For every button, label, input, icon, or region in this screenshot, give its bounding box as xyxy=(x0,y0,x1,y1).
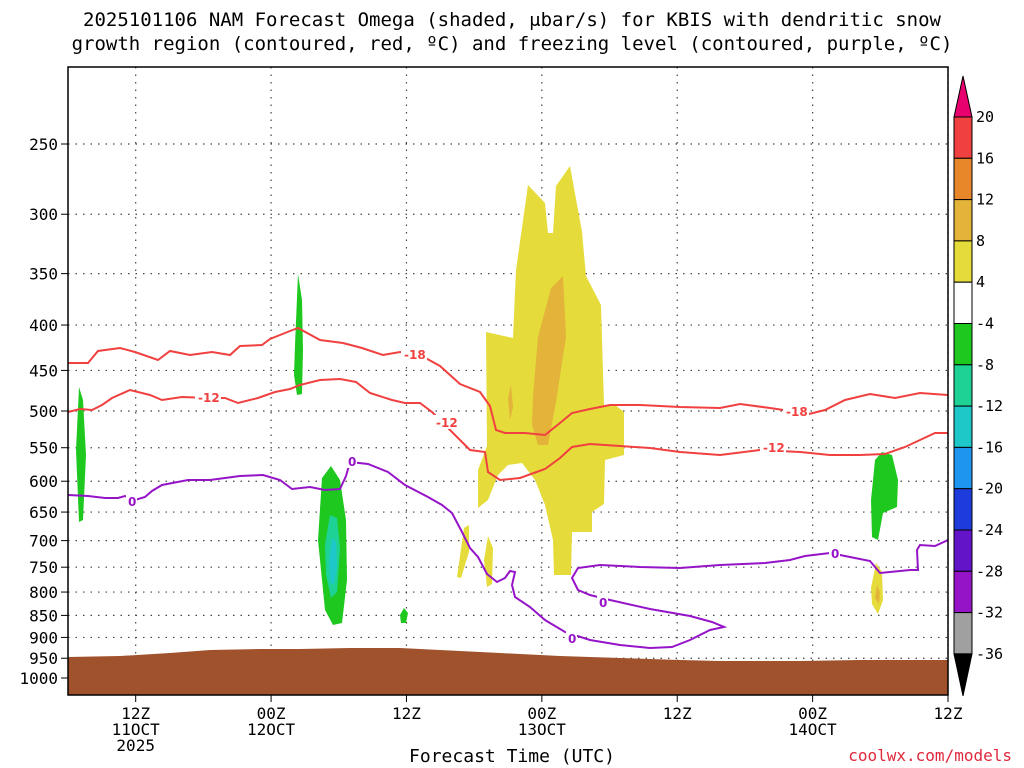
contour-label-bg xyxy=(195,390,221,404)
colorbar-label: 16 xyxy=(976,149,994,167)
colorbar-label: 12 xyxy=(976,191,994,209)
contour-label-red: -12 xyxy=(436,416,458,430)
red-contour-minus18 xyxy=(68,326,948,437)
colorbar-label: -4 xyxy=(976,315,994,333)
x-tick-label: 14OCT xyxy=(789,720,838,739)
colorbar-swatch xyxy=(953,157,973,201)
omega-region-green-left xyxy=(76,387,86,522)
colorbar-swatch xyxy=(953,488,973,531)
contour-label-red: -12 xyxy=(198,391,220,405)
y-tick-label: 350 xyxy=(29,265,58,284)
colorbar-swatch xyxy=(953,240,973,283)
y-tick-label: 850 xyxy=(29,606,58,625)
x-tick-label: 2025 xyxy=(116,736,155,755)
colorbar-label: -24 xyxy=(976,521,1003,539)
credit-link[interactable]: coolwx.com/models xyxy=(848,746,1012,765)
x-tick-label: 00Z xyxy=(257,704,286,723)
colorbar-label: 4 xyxy=(976,273,985,291)
y-tick-label: 900 xyxy=(29,628,58,647)
colorbar-label: 20 xyxy=(976,108,994,126)
contour-label-bg xyxy=(783,404,809,418)
contour-label-bg xyxy=(346,454,357,468)
omega-region-green-small xyxy=(400,608,408,623)
colorbar-swatch xyxy=(953,323,973,366)
contour-label-bg xyxy=(829,546,840,560)
colorbar-swatch xyxy=(953,612,973,655)
purple-contour-0c-main xyxy=(68,460,948,650)
colorbar-label: -16 xyxy=(976,438,1003,456)
colorbar-label: -12 xyxy=(976,397,1003,415)
contour-label-bg xyxy=(760,440,786,454)
colorbar-swatch xyxy=(953,529,973,572)
x-tick-label: 00Z xyxy=(798,704,827,723)
y-tick-label: 700 xyxy=(29,532,58,551)
omega-region-orange-sliver xyxy=(508,385,513,420)
x-tick-label: 13OCT xyxy=(518,720,567,739)
colorbar-cap-bottom xyxy=(953,653,973,697)
y-tick-label: 450 xyxy=(29,361,58,380)
contour-label-purple: 0 xyxy=(348,455,356,469)
omega-region-orange-core xyxy=(532,276,566,445)
y-tick-label: 250 xyxy=(29,135,58,154)
x-tick-label: 12OCT xyxy=(247,720,296,739)
colorbar-label: -32 xyxy=(976,604,1003,622)
y-tick-label: 300 xyxy=(29,205,58,224)
x-tick-label: 12Z xyxy=(392,704,421,723)
contour-label-bg xyxy=(597,595,608,609)
omega-region-green-right xyxy=(871,452,898,540)
y-tick-label: 650 xyxy=(29,503,58,522)
y-tick-label: 600 xyxy=(29,472,58,491)
omega-region-cyan-core xyxy=(329,538,337,585)
y-tick-label: 1000 xyxy=(19,669,58,688)
x-tick-label: 11OCT xyxy=(112,720,161,739)
plot-frame xyxy=(67,66,949,696)
colorbar-label: -36 xyxy=(976,645,1003,663)
y-axis: 250 300 350 400 450 500 550 600 650 700 750 800 850 9… xyxy=(19,135,68,688)
chart-title-line-2: growth region (contoured, red, ºC) and f… xyxy=(71,33,953,55)
contour-label-bg xyxy=(566,631,577,645)
colorbar-label: -8 xyxy=(976,356,994,374)
contour-label-purple: 0 xyxy=(128,495,136,509)
contour-label-red: -18 xyxy=(404,348,426,362)
colorbar-swatch xyxy=(953,364,973,407)
colorbar-swatch xyxy=(953,116,973,159)
omega-region-green-upper xyxy=(294,274,303,395)
omega-region-orange-small xyxy=(875,585,880,604)
colorbar-swatch xyxy=(953,281,973,325)
x-tick-label: 12Z xyxy=(663,704,692,723)
terrain-ground xyxy=(68,648,948,695)
contour-label-purple: 0 xyxy=(831,547,839,561)
x-axis-title: Forecast Time (UTC) xyxy=(409,746,615,767)
contour-label-red: -12 xyxy=(763,441,785,455)
contour-label-bg xyxy=(126,494,137,508)
y-tick-label: 950 xyxy=(29,649,58,668)
colorbar-label: -20 xyxy=(976,480,1003,498)
colorbar-swatch xyxy=(953,570,973,614)
colorbar-cap-top xyxy=(953,75,973,118)
contour-label-bg xyxy=(433,415,459,429)
colorbar-swatch xyxy=(953,446,973,490)
chart-title-line-1: 2025101106 NAM Forecast Omega (shaded, μ… xyxy=(83,9,941,31)
y-tick-label: 500 xyxy=(29,402,58,421)
colorbar-swatch xyxy=(953,405,973,448)
colorbar-label: 8 xyxy=(976,232,985,250)
colorbar: 20 16 12 8 4 -4 -8 -12 -16 -20 -24 -28 -32 -36 xyxy=(953,75,1003,697)
contour-label-bg xyxy=(401,347,427,361)
y-tick-label: 800 xyxy=(29,583,58,602)
colorbar-label: -28 xyxy=(976,562,1003,580)
contour-label-red: -18 xyxy=(786,405,808,419)
x-tick-label: 12Z xyxy=(121,704,150,723)
contour-label-purple: 0 xyxy=(568,632,576,646)
contour-label-purple: 0 xyxy=(599,596,607,610)
contour-labels: -18 -12 -12 -18 -12 0 0 0 0 0 xyxy=(126,347,840,646)
colorbar-swatch xyxy=(953,199,973,242)
y-tick-label: 750 xyxy=(29,558,58,577)
y-tick-label: 400 xyxy=(29,316,58,335)
y-tick-label: 550 xyxy=(29,439,58,458)
x-tick-label: 00Z xyxy=(527,704,556,723)
x-tick-label: 12Z xyxy=(934,704,963,723)
